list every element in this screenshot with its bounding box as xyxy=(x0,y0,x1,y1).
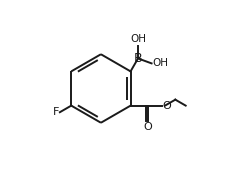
Text: O: O xyxy=(143,122,152,132)
Text: OH: OH xyxy=(130,34,146,44)
Text: B: B xyxy=(134,52,142,65)
Text: F: F xyxy=(52,107,59,117)
Text: O: O xyxy=(162,101,171,111)
Text: OH: OH xyxy=(152,58,168,68)
